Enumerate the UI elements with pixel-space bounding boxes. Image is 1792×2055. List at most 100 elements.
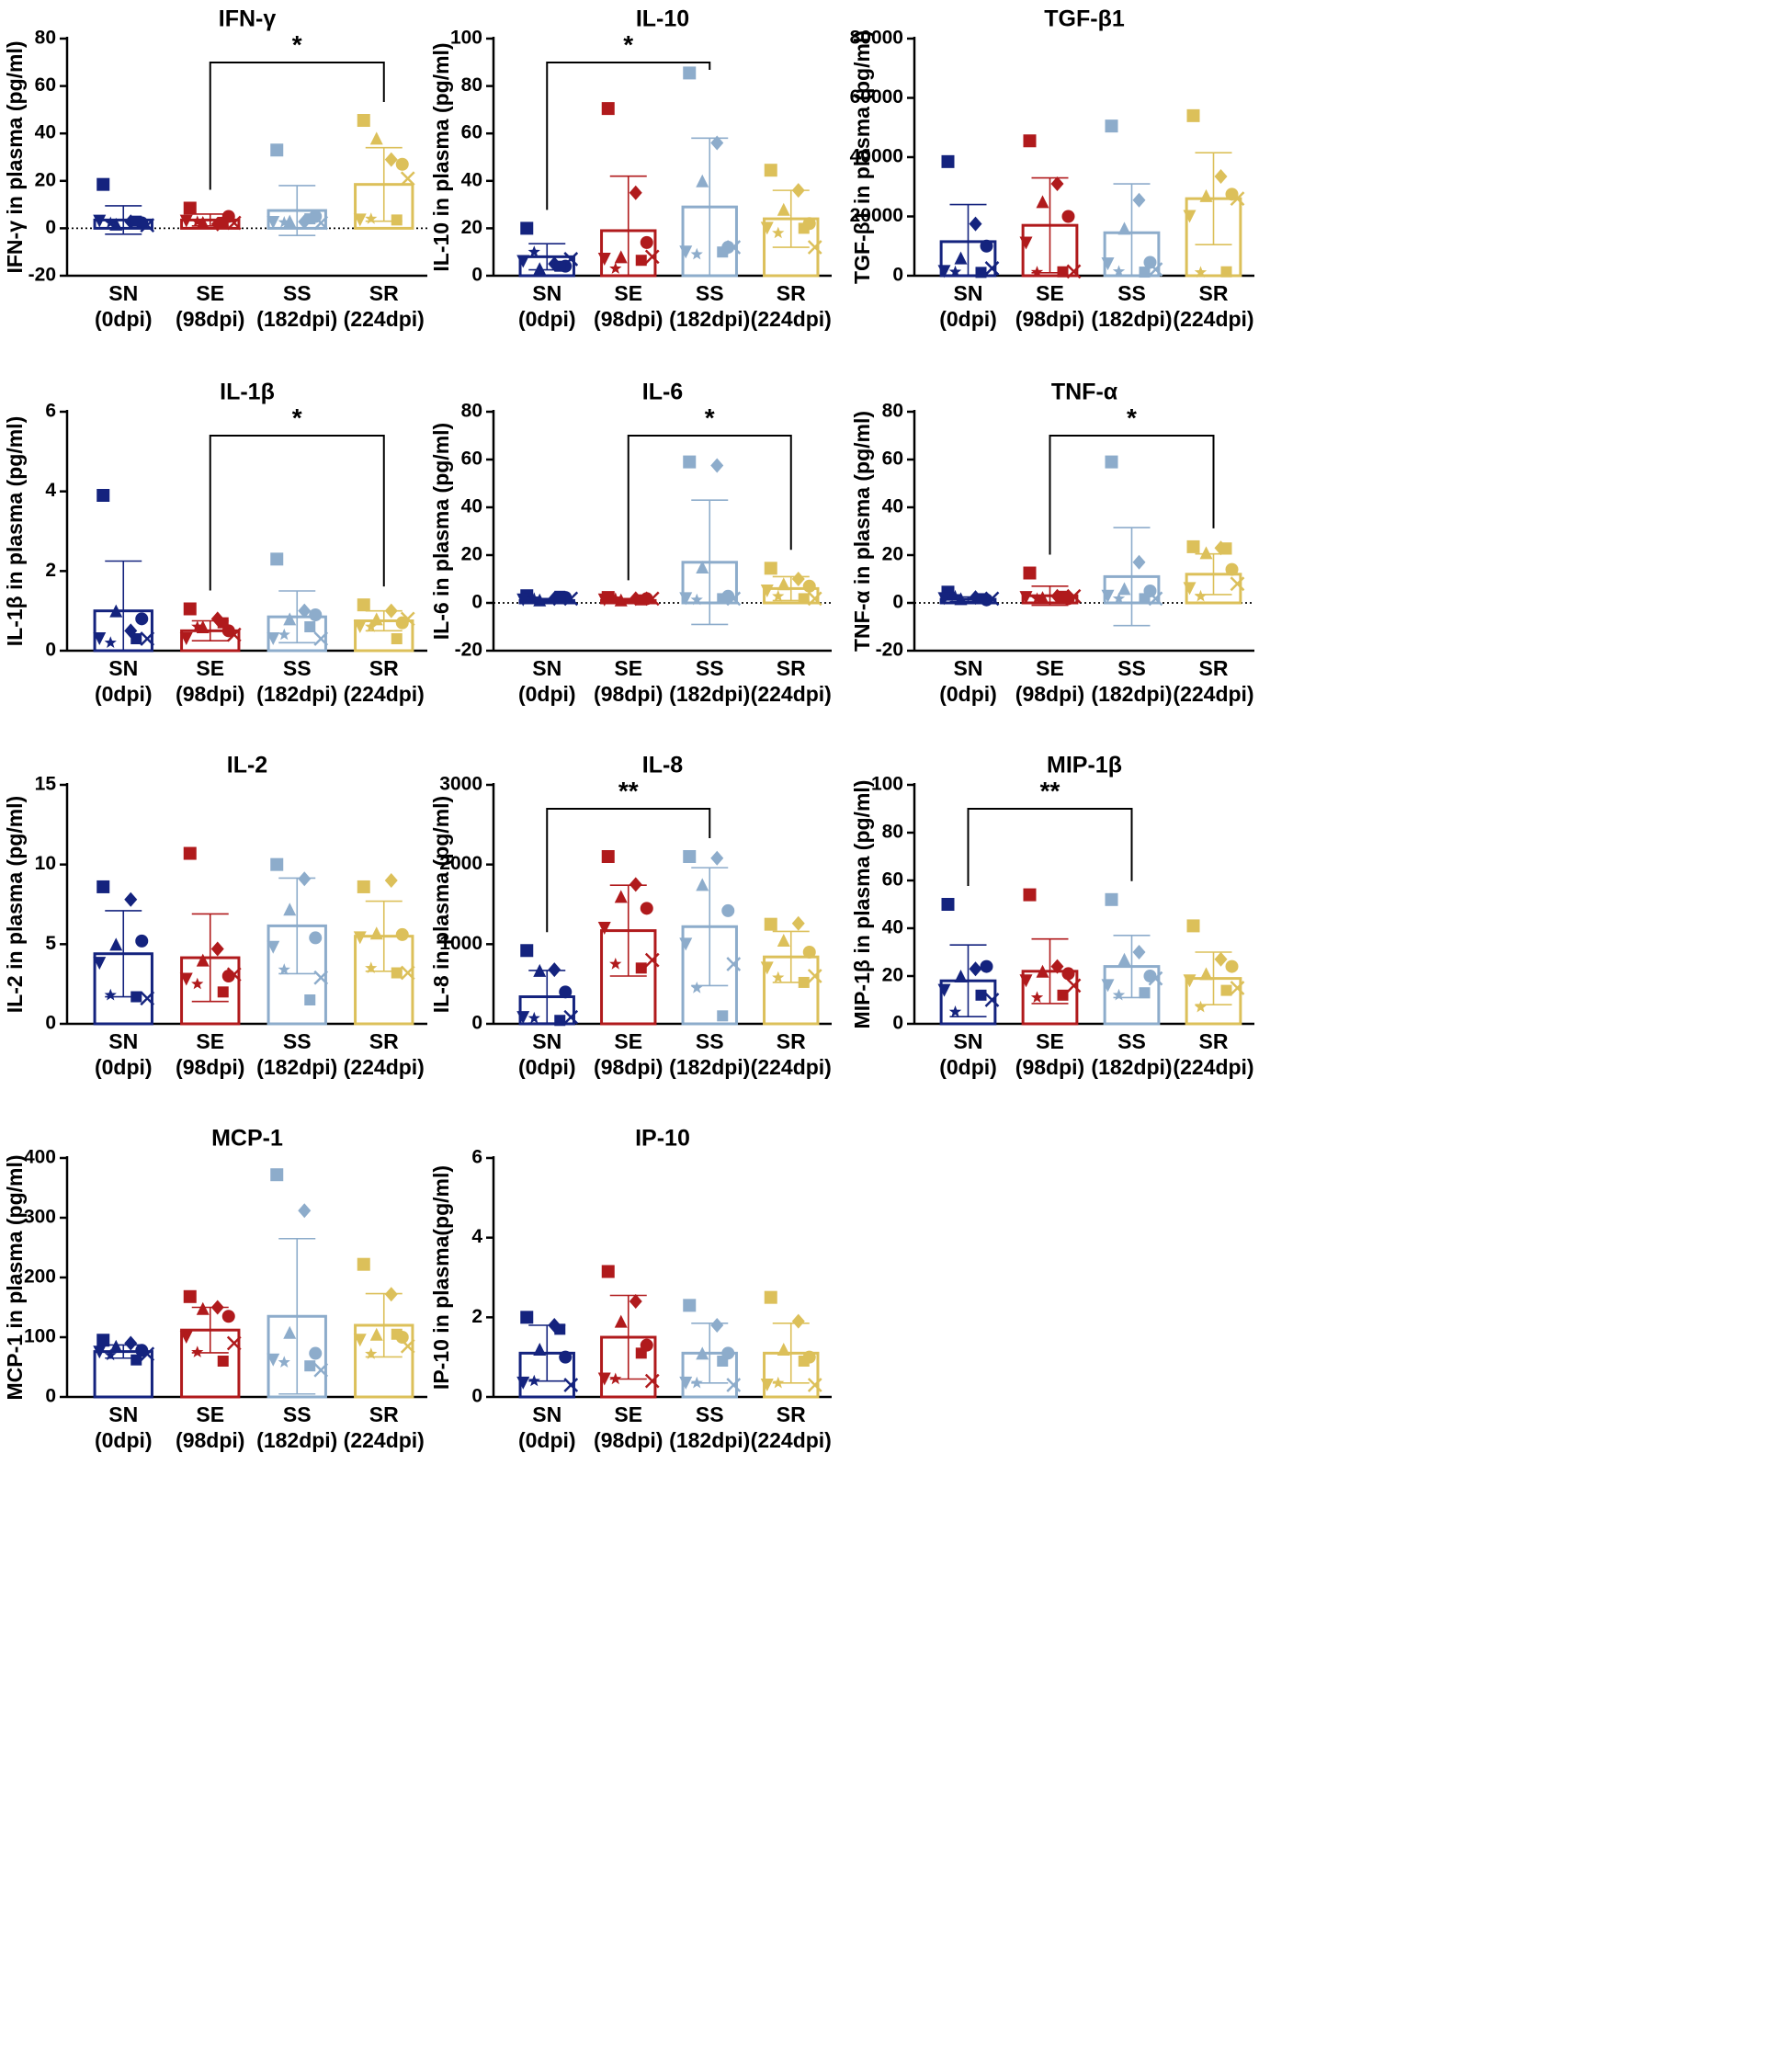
cross-stroke (140, 218, 155, 233)
x-timepoint-label: (98dpi) (176, 682, 244, 706)
data-point-circle (1225, 959, 1239, 973)
x-timepoint-label: (224dpi) (1173, 307, 1253, 331)
y-tick-label: 40 (35, 122, 56, 143)
data-point-square (1186, 539, 1200, 553)
y-tick-label: 20 (461, 544, 482, 565)
x-timepoint-label: (182dpi) (669, 1055, 750, 1079)
data-point-down-triangle (760, 961, 774, 975)
x-category-label: SS (1117, 1029, 1146, 1053)
data-point-square (1220, 266, 1232, 278)
x-timepoint-label: (98dpi) (594, 682, 663, 706)
data-point-cross (644, 591, 660, 607)
data-point-cross (1066, 588, 1082, 604)
data-point-cross (563, 252, 579, 267)
x-category-label: SN (532, 1402, 561, 1426)
data-point-diamond (791, 915, 805, 931)
chart-title: IL-10 (636, 6, 689, 32)
x-timepoint-label: (224dpi) (344, 307, 425, 331)
data-point-triangle (369, 1327, 383, 1341)
data-point-cross (313, 631, 329, 646)
x-category-label: SR (1199, 281, 1229, 305)
x-category-label: SR (777, 281, 806, 305)
data-point-square (1186, 919, 1200, 933)
x-category-label: SE (196, 1402, 224, 1426)
data-point-cross (1230, 191, 1245, 207)
data-point-triangle (533, 963, 547, 977)
data-point-triangle (777, 577, 790, 591)
data-point-star (1194, 266, 1208, 278)
data-point-cross (644, 249, 660, 265)
data-point-square (1057, 989, 1069, 1001)
data-point-down-triangle (179, 214, 193, 228)
data-point-diamond (629, 1294, 642, 1309)
data-point-square (217, 617, 229, 629)
data-point-diamond (1214, 951, 1228, 967)
chart-title: TGF-β1 (1044, 6, 1125, 32)
data-point-square (96, 489, 110, 502)
data-point-cross (807, 969, 822, 983)
data-point-diamond (210, 941, 224, 957)
chart-panel-4: IL-1β IL-1β in plasma (pg/ml) 0 2 4 6 SN(0dpi)… (3, 380, 427, 706)
y-tick-label: 20 (461, 217, 482, 238)
y-tick-label: 20000 (850, 205, 903, 226)
data-point-triangle (283, 1325, 297, 1339)
data-point-triangle (533, 1343, 547, 1356)
y-axis-label: IFN-γ in plasma (pg/ml) (3, 40, 27, 273)
chart-panel-8: IL-8 IL-8 in plasma (pg/ml) 0 1000 2000 3000 S… (429, 753, 832, 1079)
y-axis-label: TGF-β1 in plasma (pg/ml) (850, 30, 874, 284)
y-tick-label: 80 (35, 28, 56, 49)
data-point-triangle (614, 593, 628, 607)
data-point-circle (802, 946, 816, 959)
data-point-cross (984, 591, 1000, 607)
y-tick-label: 60 (461, 122, 482, 143)
y-tick-label: -20 (28, 265, 56, 286)
y-tick-label: 6 (45, 401, 56, 422)
data-point-star (772, 226, 785, 239)
data-point-square (975, 267, 987, 278)
x-category-label: SR (777, 1029, 806, 1053)
x-timepoint-label: (98dpi) (176, 1055, 244, 1079)
significance-label: ** (1040, 777, 1060, 805)
y-tick-label: 2 (45, 560, 56, 581)
y-tick-label: 15 (35, 774, 57, 795)
chart-title: IL-8 (642, 753, 684, 778)
data-point-square (1023, 134, 1037, 148)
data-point-cross (644, 952, 660, 968)
cross-stroke (226, 627, 242, 642)
y-tick-label: 0 (471, 1386, 482, 1407)
cross-stroke (984, 261, 1000, 276)
x-timepoint-label: (224dpi) (751, 682, 832, 706)
data-point-triangle (614, 250, 628, 264)
significance-label: * (1127, 403, 1137, 432)
y-tick-label: 1000 (439, 933, 482, 954)
data-point-star (365, 961, 378, 973)
data-point-square (635, 255, 647, 267)
chart-title: IP-10 (635, 1126, 690, 1152)
x-timepoint-label: (0dpi) (95, 307, 153, 331)
y-tick-label: 400 (24, 1147, 56, 1168)
x-category-label: SE (1036, 281, 1064, 305)
cross-stroke (226, 967, 242, 982)
data-point-cross (563, 591, 579, 607)
chart-panel-11: IP-10 IP-10 in plasma(pg/ml) 0 2 4 6 SN(0dpi) S… (429, 1126, 832, 1452)
data-point-square (601, 102, 615, 116)
data-point-down-triangle (93, 632, 107, 645)
data-point-down-triangle (679, 592, 693, 606)
data-point-square (554, 1323, 566, 1335)
chart-title: MIP-1β (1047, 753, 1122, 778)
data-point-diamond (384, 873, 398, 888)
x-category-label: SE (614, 1402, 642, 1426)
y-tick-label: 200 (24, 1266, 56, 1288)
data-point-star (1194, 589, 1208, 602)
data-point-circle (395, 157, 409, 171)
data-point-star (104, 1348, 117, 1361)
cross-stroke (226, 215, 242, 231)
data-point-square (798, 593, 810, 605)
data-point-circle (559, 1350, 573, 1364)
chart-title: TNF-α (1051, 380, 1118, 405)
x-category-label: SS (696, 656, 724, 680)
data-point-cross (1148, 971, 1163, 986)
data-point-down-triangle (1101, 979, 1115, 993)
data-point-star (772, 1376, 785, 1389)
data-point-down-triangle (93, 957, 107, 971)
